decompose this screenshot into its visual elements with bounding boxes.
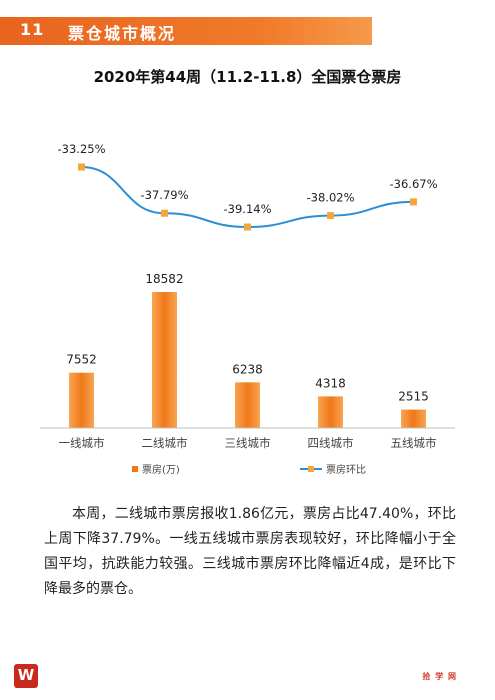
brand-logo: W <box>14 664 38 688</box>
section-header-bar: 11 票仓城市概况 <box>0 17 372 45</box>
line-marker-0 <box>78 163 85 171</box>
bar-0 <box>69 372 94 428</box>
legend-line-label: 票房环比 <box>326 463 366 476</box>
line-label-3: -38.02% <box>307 191 355 205</box>
bar-4 <box>401 409 426 428</box>
x-tick-label-3: 四线城市 <box>308 436 354 450</box>
line-label-4: -36.67% <box>390 177 438 191</box>
bar-label-1: 18582 <box>145 272 183 286</box>
summary-paragraph: 本周，二线城市票房报收1.86亿元，票房占比47.40%，环比上周下降37.79… <box>44 506 456 597</box>
line-marker-1 <box>161 209 168 217</box>
combo-chart: 7552 18582 6238 4318 2515 -33.25% -37.79% -39.… <box>40 142 455 476</box>
bar-label-2: 6238 <box>232 362 263 376</box>
legend-bar-label: 票房(万) <box>142 463 180 476</box>
line-label-0: -33.25% <box>58 142 106 156</box>
chart-title: 2020年第44周（11.2-11.8）全国票仓票房 <box>93 68 402 86</box>
bar-2 <box>235 382 260 428</box>
legend-bar-swatch <box>132 466 138 472</box>
x-tick-label-0: 一线城市 <box>59 436 105 450</box>
line-marker-2 <box>244 223 251 231</box>
section-number: 11 <box>20 20 45 39</box>
line-label-2: -39.14% <box>224 202 272 216</box>
line-marker-3 <box>327 212 334 220</box>
footer-brand: 拾 学 网 <box>422 672 457 681</box>
x-tick-label-2: 三线城市 <box>225 436 271 450</box>
bar-1 <box>152 292 177 428</box>
line-label-1: -37.79% <box>141 188 189 202</box>
bar-label-0: 7552 <box>66 353 97 367</box>
x-tick-label-1: 二线城市 <box>142 436 188 450</box>
legend-line-marker <box>308 466 314 472</box>
logo-glyph: W <box>17 666 35 684</box>
bar-3 <box>318 396 343 428</box>
bar-label-3: 4318 <box>315 376 346 390</box>
line-marker-4 <box>410 198 417 206</box>
section-title: 票仓城市概况 <box>68 24 177 43</box>
x-tick-label-4: 五线城市 <box>391 436 437 450</box>
line-series <box>81 166 414 229</box>
bar-label-4: 2515 <box>398 390 429 404</box>
